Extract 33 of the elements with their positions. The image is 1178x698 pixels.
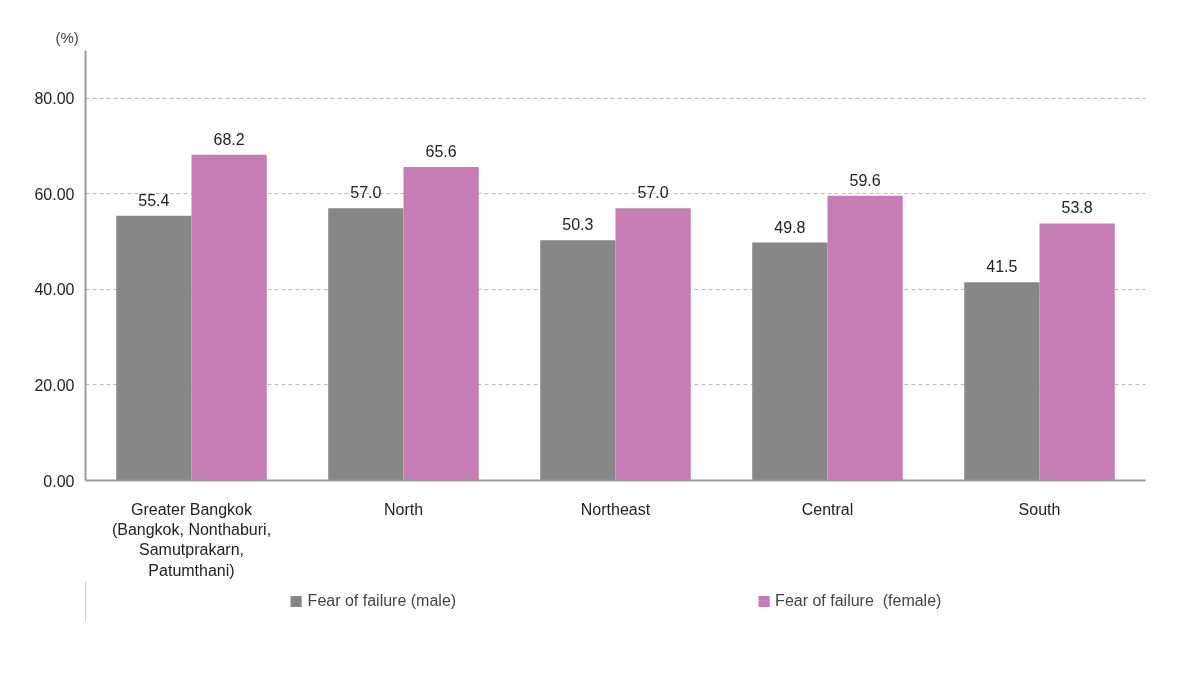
bar xyxy=(752,242,828,481)
data-label: 65.6 xyxy=(425,143,457,161)
y-tick-label: 0.00 xyxy=(43,472,75,490)
bar xyxy=(116,215,192,481)
data-label: 49.8 xyxy=(774,218,806,236)
y-tick-label: 40.00 xyxy=(34,281,75,299)
x-tick-label: Greater Bangkok (Bangkok, Nonthaburi, Samutprakarn, Patumthani) xyxy=(111,500,272,579)
data-label: 53.8 xyxy=(1061,199,1093,217)
x-tick-label: South xyxy=(1018,500,1061,518)
data-label: 59.6 xyxy=(849,171,881,189)
x-tick-label: North xyxy=(383,500,424,518)
bar xyxy=(964,282,1040,481)
x-tick-label: Central xyxy=(801,500,854,518)
bar xyxy=(191,154,267,481)
y-tick-label: 20.00 xyxy=(34,376,75,394)
bar xyxy=(328,208,404,481)
bar xyxy=(540,240,616,481)
data-label: 68.2 xyxy=(213,130,245,148)
data-label: 50.3 xyxy=(562,216,594,234)
bar xyxy=(1039,223,1115,481)
y-axis-title: (%) xyxy=(55,28,79,46)
bar xyxy=(615,208,691,481)
data-label: 57.0 xyxy=(350,184,382,202)
data-label: 41.5 xyxy=(986,258,1018,276)
data-label: 55.4 xyxy=(138,191,170,209)
legend-label: Fear of failure (female) xyxy=(775,592,942,610)
data-label: 57.0 xyxy=(637,184,669,202)
y-tick-label: 80.00 xyxy=(34,90,75,108)
bar xyxy=(827,195,903,481)
bar xyxy=(403,167,479,481)
y-tick-label: 60.00 xyxy=(34,185,75,203)
x-tick-label: Northeast xyxy=(580,500,651,518)
legend-label: Fear of failure (male) xyxy=(307,592,457,610)
